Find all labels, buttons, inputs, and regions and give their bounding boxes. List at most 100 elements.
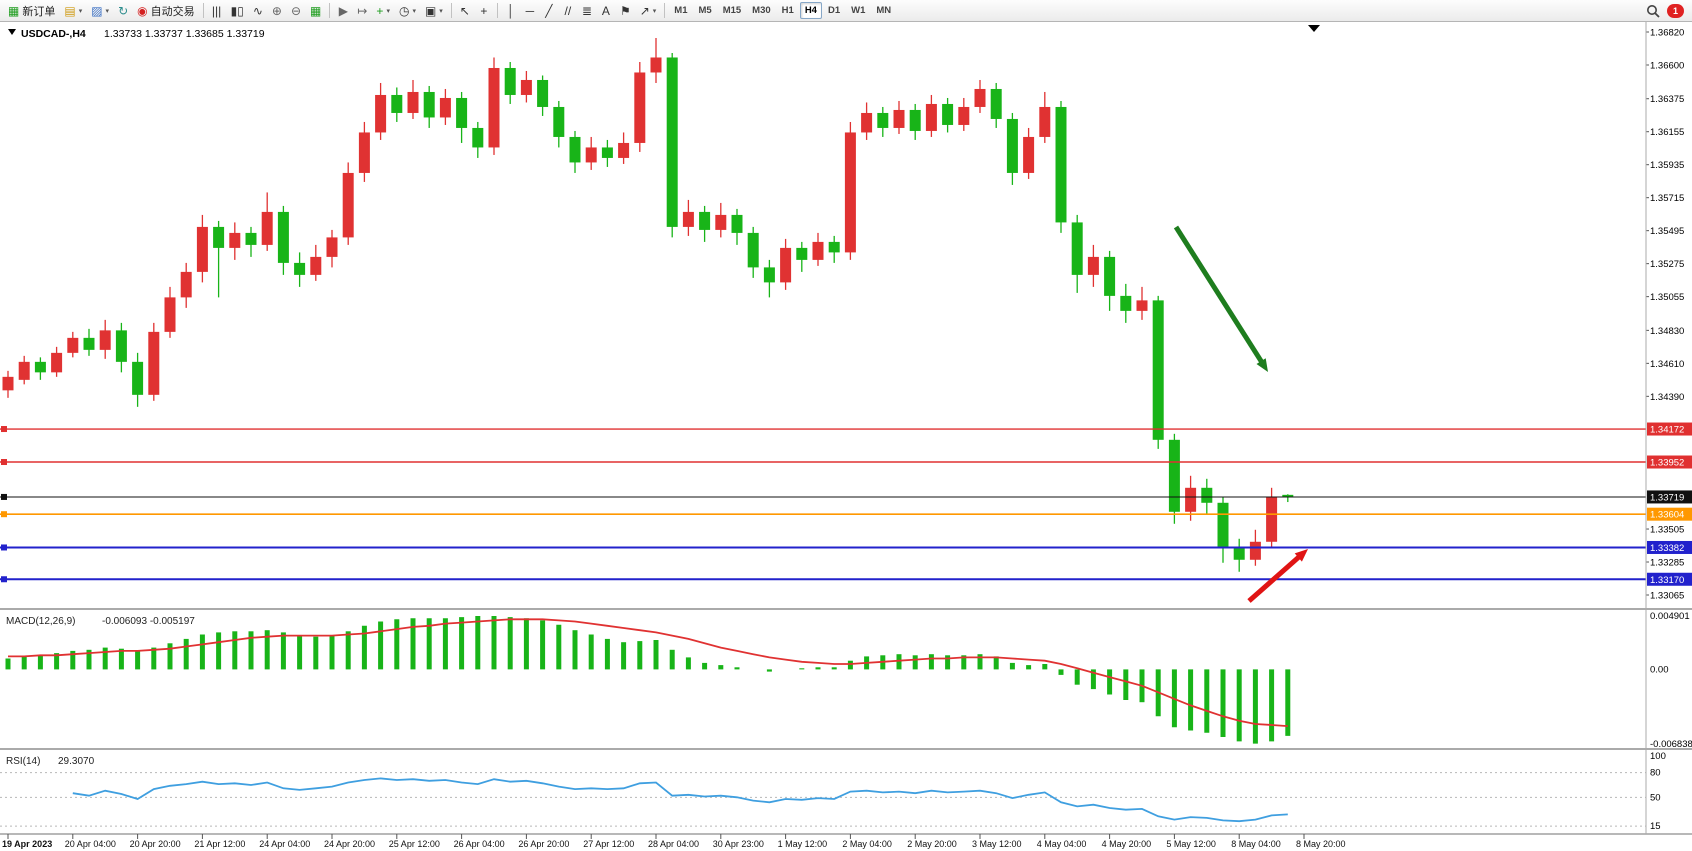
text-button[interactable]: A bbox=[597, 1, 615, 21]
time-axis-label: 4 May 04:00 bbox=[1037, 839, 1087, 849]
bar-chart-button[interactable]: ||| bbox=[208, 1, 226, 21]
bull-candle bbox=[229, 232, 241, 248]
bear-candle bbox=[828, 241, 840, 253]
periods-button[interactable]: ◷ ▾ bbox=[395, 1, 420, 21]
chevron-down-icon: ▾ bbox=[78, 7, 83, 15]
new-chart-button[interactable]: ▤ ▾ bbox=[60, 1, 86, 21]
rsi-axis-label: 15 bbox=[1650, 821, 1661, 832]
zoom-out-button[interactable]: ⊖ bbox=[287, 1, 305, 21]
line-chart-button[interactable]: ∿ bbox=[249, 1, 267, 21]
red-line-1-price-badge bbox=[1647, 422, 1692, 436]
bull-candle bbox=[650, 57, 662, 73]
timeframe-h1-button[interactable]: H1 bbox=[777, 2, 799, 19]
price-tick-label: 1.34390 bbox=[1650, 392, 1684, 403]
timeframe-h4-button[interactable]: H4 bbox=[799, 2, 822, 19]
chevron-down-icon: ▾ bbox=[412, 7, 416, 15]
new-chart-icon: ▤ bbox=[64, 3, 76, 18]
bull-candle bbox=[407, 91, 419, 113]
price-tick-label: 1.35495 bbox=[1650, 226, 1684, 237]
time-axis-label: 27 Apr 12:00 bbox=[583, 839, 634, 849]
green-trend-arrow-head[interactable] bbox=[1256, 358, 1269, 372]
chart-shift-marker[interactable] bbox=[1308, 25, 1320, 32]
green-trend-arrow[interactable] bbox=[1173, 225, 1266, 367]
chart-shift-button[interactable]: ↦ bbox=[353, 1, 371, 21]
time-axis-label: 3 May 12:00 bbox=[972, 839, 1022, 849]
channel-icon: // bbox=[564, 3, 572, 18]
channel-button[interactable]: // bbox=[559, 1, 577, 21]
candlestick-button[interactable]: ▮▯ bbox=[227, 1, 248, 21]
price-tick-label: 1.35055 bbox=[1650, 292, 1684, 303]
timeframe-m30-button[interactable]: M30 bbox=[747, 2, 775, 19]
timeframe-m5-button[interactable]: M5 bbox=[693, 2, 716, 19]
chevron-down-icon: ▾ bbox=[439, 7, 443, 15]
bear-candle bbox=[942, 103, 954, 125]
bull-candle bbox=[1249, 541, 1261, 560]
red-bounce-arrow-head[interactable] bbox=[1294, 549, 1308, 562]
timeframe-m15-button[interactable]: M15 bbox=[718, 2, 746, 19]
crosshair-button[interactable]: + bbox=[475, 1, 493, 21]
horizontal-line-icon: ─ bbox=[525, 3, 535, 18]
search-button[interactable] bbox=[1642, 1, 1664, 21]
bear-candle bbox=[666, 57, 678, 227]
templates-icon: ▣ bbox=[424, 3, 437, 18]
bull-candle bbox=[342, 172, 354, 238]
bear-candle bbox=[294, 262, 306, 275]
bull-candle bbox=[1185, 487, 1197, 512]
bear-candle bbox=[472, 127, 484, 148]
bear-candle bbox=[731, 214, 743, 233]
time-axis-label: 20 Apr 20:00 bbox=[130, 839, 181, 849]
toolbar-separator bbox=[496, 3, 498, 18]
add-indicator-button[interactable]: + ▾ bbox=[372, 1, 394, 21]
arrows-button[interactable]: ↗ ▾ bbox=[636, 1, 661, 21]
zoom-in-button[interactable]: ⊕ bbox=[268, 1, 286, 21]
label-button[interactable]: ⚑ bbox=[616, 1, 635, 21]
red-bounce-arrow[interactable] bbox=[1247, 552, 1304, 603]
timeframe-w1-button[interactable]: W1 bbox=[846, 2, 870, 19]
bear-candle bbox=[1104, 256, 1116, 296]
grid-button[interactable]: ▦ bbox=[306, 1, 325, 21]
bear-candle bbox=[1201, 487, 1213, 503]
new-order-icon: ▦ bbox=[8, 3, 20, 18]
profiles-button[interactable]: ▨ ▾ bbox=[87, 1, 113, 21]
trendline-button[interactable]: ╱ bbox=[540, 1, 558, 21]
bull-candle bbox=[520, 79, 532, 95]
trendline-icon: ╱ bbox=[545, 3, 553, 18]
auto-trading-button[interactable]: ◉ 自动交易 bbox=[133, 1, 198, 21]
rsi-axis-label: 80 bbox=[1650, 768, 1661, 779]
fibonacci-button[interactable]: ≣ bbox=[578, 1, 596, 21]
bull-candle bbox=[99, 330, 111, 350]
timeframe-mn-button[interactable]: MN bbox=[871, 2, 896, 19]
templates-button[interactable]: ▣ ▾ bbox=[421, 1, 447, 21]
orange-line-edge-marker bbox=[1, 511, 7, 518]
new-order-button[interactable]: ▦ 新订单 bbox=[4, 1, 59, 21]
auto-scroll-button[interactable]: ▶ bbox=[334, 1, 352, 21]
auto-trading-icon: ◉ bbox=[137, 3, 148, 18]
orange-line-badge-label: 1.33604 bbox=[1650, 510, 1684, 521]
cursor-button[interactable]: ↖ bbox=[456, 1, 474, 21]
bull-candle bbox=[310, 256, 322, 275]
bull-candle bbox=[893, 109, 905, 128]
bear-candle bbox=[601, 147, 613, 158]
bull-candle bbox=[585, 147, 597, 163]
price-tick-label: 1.33285 bbox=[1650, 558, 1684, 569]
refresh-button[interactable]: ↻ bbox=[114, 1, 132, 21]
horizontal-line-button[interactable]: ─ bbox=[521, 1, 539, 21]
text-icon: A bbox=[601, 3, 610, 18]
bull-candle bbox=[488, 67, 500, 148]
notification-badge[interactable]: 1 bbox=[1667, 3, 1684, 18]
timeframe-d1-button[interactable]: D1 bbox=[823, 2, 845, 19]
time-axis-label: 21 Apr 12:00 bbox=[194, 839, 245, 849]
crosshair-icon: + bbox=[480, 3, 488, 18]
bull-candle bbox=[196, 226, 208, 272]
bull-candle bbox=[958, 106, 970, 125]
bear-candle bbox=[1120, 295, 1132, 311]
symbol-dropdown-triangle[interactable] bbox=[8, 29, 16, 35]
timeframe-m1-button[interactable]: M1 bbox=[669, 2, 692, 19]
vertical-line-button[interactable]: │ bbox=[502, 1, 520, 21]
bull-candle bbox=[861, 112, 873, 133]
blue-line-1-badge-label: 1.33382 bbox=[1650, 543, 1684, 554]
time-axis-label: 19 Apr 2023 bbox=[2, 839, 52, 849]
bear-candle bbox=[1071, 222, 1083, 275]
